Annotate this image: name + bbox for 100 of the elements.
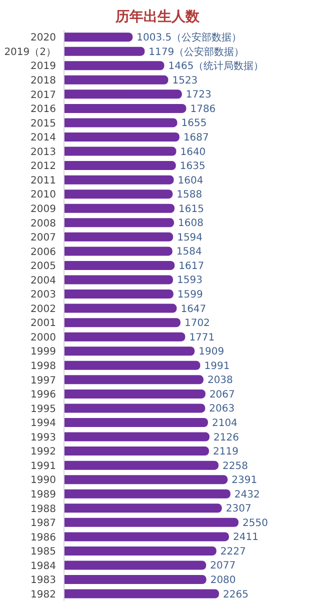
y-tick-label: 2020	[30, 32, 56, 44]
bar	[64, 575, 206, 584]
data-label: 2391	[232, 475, 258, 486]
bar	[64, 290, 174, 299]
data-label: 2258	[222, 460, 248, 472]
y-tick-label: 1982	[30, 589, 56, 600]
y-tick-label: 1985	[30, 546, 56, 558]
bar	[64, 375, 204, 384]
y-tick-label: 1989	[30, 489, 56, 500]
data-label: 2063	[209, 404, 235, 415]
data-label: 1702	[184, 318, 210, 330]
data-label: 2104	[212, 418, 238, 429]
y-tick-label: 1988	[30, 504, 56, 515]
y-tick-label: 1984	[30, 560, 56, 572]
data-label: 2227	[220, 546, 246, 558]
data-label: 1003.5（公安部数据）	[136, 32, 242, 44]
bar	[64, 460, 219, 470]
bar	[64, 389, 206, 398]
bar	[64, 504, 222, 513]
bar	[64, 90, 182, 99]
y-tick-label: 1983	[30, 575, 56, 586]
bar	[64, 418, 208, 427]
bar	[64, 161, 176, 170]
data-label: 1599	[177, 290, 203, 301]
data-label: 1771	[189, 332, 215, 344]
bar	[64, 232, 174, 242]
y-tick-label: 2002	[30, 304, 56, 315]
data-label: 1647	[180, 304, 206, 315]
y-tick-label: 2015	[30, 118, 56, 130]
bar	[64, 118, 178, 128]
bar	[64, 190, 173, 199]
data-label: 1655	[181, 118, 207, 130]
y-tick-label: 2006	[30, 246, 56, 258]
data-label: 1617	[178, 260, 204, 272]
y-tick-label: 2007	[30, 232, 56, 244]
data-label: 1635	[180, 161, 206, 172]
data-label: 2119	[213, 446, 238, 458]
data-label: 2126	[213, 432, 239, 444]
y-tick-label: 1990	[30, 475, 56, 486]
y-tick-label: 2009	[30, 204, 56, 215]
data-label: 1465（统计局数据）	[168, 60, 264, 72]
data-label: 2077	[210, 560, 236, 572]
data-label: 1523	[172, 75, 198, 86]
y-tick-label: 2018	[30, 76, 56, 87]
bar	[64, 432, 210, 442]
bar	[64, 489, 230, 498]
data-label: 1593	[177, 275, 202, 286]
bar	[64, 346, 195, 356]
data-label: 2432	[234, 489, 260, 500]
data-label: 1991	[204, 360, 230, 372]
bar	[64, 246, 172, 256]
data-label: 1179（公安部数据）	[148, 46, 244, 58]
bar	[64, 46, 145, 56]
y-tick-label: 2013	[30, 146, 56, 158]
bar	[64, 275, 174, 284]
bar	[64, 204, 175, 213]
bar	[64, 532, 229, 542]
data-label: 1615	[178, 204, 204, 215]
data-label: 2307	[226, 504, 252, 515]
bar	[64, 560, 206, 570]
data-label: 1640	[180, 146, 206, 158]
y-tick-label: 1992	[30, 446, 56, 458]
y-tick-label: 2011	[30, 175, 56, 186]
y-tick-label: 2017	[30, 90, 56, 101]
bar	[64, 318, 180, 328]
y-tick-label: 1997	[30, 375, 56, 386]
y-tick-label: 2016	[30, 104, 56, 116]
y-tick-label: 1999	[30, 346, 56, 358]
bar	[64, 218, 174, 228]
y-tick-label: 1998	[30, 361, 56, 372]
chart-title: 历年出生人数	[114, 8, 200, 27]
data-label: 1608	[178, 218, 204, 230]
y-tick-label: 2005	[30, 261, 56, 272]
bar	[64, 446, 210, 456]
bar	[64, 475, 228, 484]
data-label: 1786	[190, 104, 216, 115]
data-label: 2265	[223, 589, 248, 600]
bar	[64, 360, 200, 370]
bar	[64, 104, 186, 113]
data-label: 2411	[232, 532, 258, 544]
data-label: 2550	[242, 518, 268, 529]
data-label: 1594	[177, 232, 203, 244]
data-label: 1687	[183, 132, 209, 144]
bar	[64, 546, 216, 556]
data-label: 1909	[198, 346, 224, 358]
y-tick-label: 2019	[30, 61, 56, 72]
bar	[64, 146, 176, 156]
y-tick-label: 2008	[30, 218, 56, 230]
y-tick-label: 2014	[30, 132, 56, 144]
data-label: 1723	[186, 90, 212, 101]
data-label: 2080	[210, 575, 236, 586]
y-tick-label: 2019（2）	[4, 46, 56, 58]
y-tick-label: 1991	[30, 460, 56, 472]
bar	[64, 61, 164, 70]
bar	[64, 589, 219, 598]
bar	[64, 175, 174, 184]
bar	[64, 332, 186, 342]
y-tick-label: 1994	[30, 418, 56, 430]
data-label: 2067	[209, 389, 235, 400]
y-tick-label: 1987	[30, 518, 56, 530]
